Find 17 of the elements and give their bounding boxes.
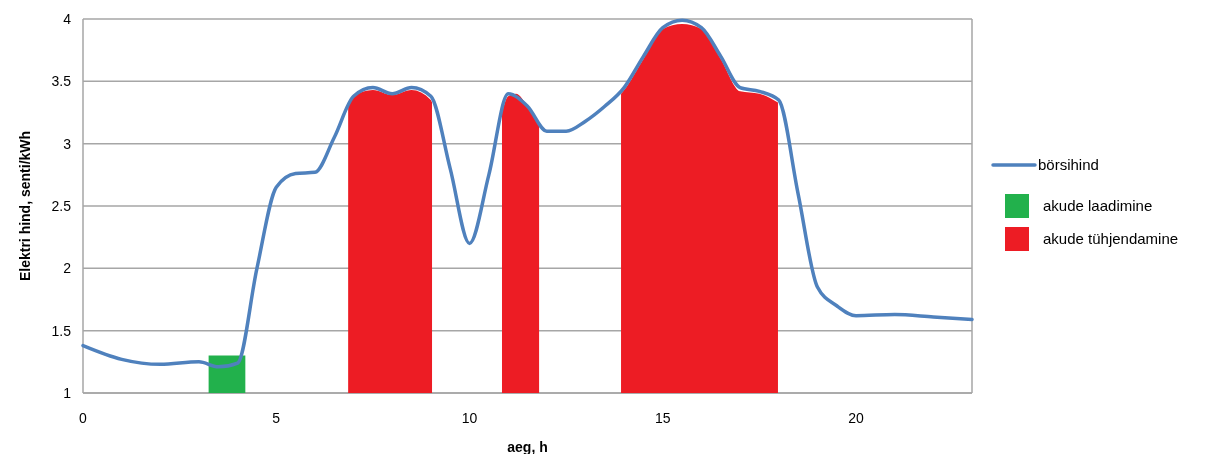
x-tick-label: 20 — [848, 410, 865, 426]
legend-label: akude laadimine — [1043, 197, 1153, 215]
y-tick-label: 1.5 — [51, 322, 72, 339]
x-tick-label: 0 — [79, 410, 88, 426]
y-tick-label: 3 — [63, 135, 72, 152]
legend-label: börsihind — [1038, 156, 1099, 174]
y-tick-label: 2.5 — [51, 197, 72, 214]
x-tick-label: 10 — [461, 410, 478, 426]
x-tick-label: 15 — [654, 410, 671, 426]
y-tick-label: 3.5 — [51, 73, 72, 90]
y-tick-label: 1 — [63, 384, 72, 401]
x-tick-label: 5 — [272, 410, 281, 426]
x-axis-title: aeg, h — [507, 439, 548, 455]
legend-label: akude tühjendamine — [1043, 230, 1179, 248]
y-tick-label: 2 — [63, 260, 72, 277]
y-tick-label: 4 — [63, 10, 72, 27]
y-axis-title: Elektri hind, senti/kWh — [17, 130, 33, 282]
